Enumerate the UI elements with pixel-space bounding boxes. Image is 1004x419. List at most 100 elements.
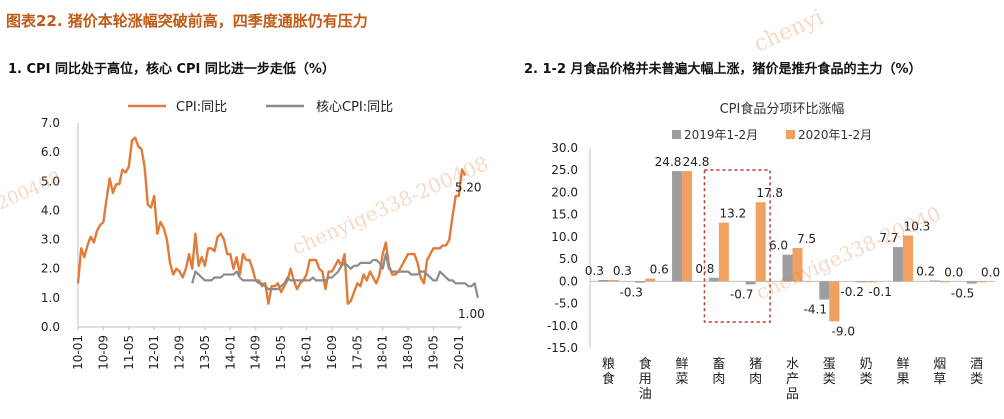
category-label-char: 类: [970, 372, 983, 387]
category-label-char: 畜: [712, 356, 725, 372]
bar: [829, 281, 840, 322]
legend-swatch: [672, 130, 681, 139]
category-label-char: 类: [823, 372, 836, 387]
watermark-text: chenyige338-200408: [288, 151, 492, 259]
x-tick-label: 14-01: [223, 335, 237, 370]
x-tick-label: 14-09: [249, 335, 263, 370]
left-chart-subtitle: 1. CPI 同比处于高位，核心 CPI 同比进一步走低（%）: [8, 62, 335, 77]
category-label-char: 果: [896, 372, 909, 387]
category-label-char: 菜: [676, 372, 689, 387]
bar: [892, 247, 903, 282]
category-label-char: 鲜: [896, 357, 909, 372]
bar: [976, 281, 987, 283]
bar: [608, 280, 619, 282]
data-label: 0.2: [916, 264, 935, 278]
bar: [755, 202, 766, 282]
bar: [745, 281, 756, 285]
x-tick-label: 18-09: [401, 335, 415, 370]
y-tick-label: 4.0: [41, 203, 60, 217]
data-label: 0.6: [650, 263, 669, 277]
y-tick-label: 5.0: [41, 174, 60, 188]
data-label: 13.2: [720, 207, 747, 221]
bar: [682, 171, 693, 282]
y-tick-label: 2.0: [41, 262, 60, 276]
data-label: 0.0: [944, 265, 963, 279]
data-label: 0.0: [981, 265, 1000, 279]
category-label-char: 猪: [749, 357, 762, 372]
y-tick-label: 15.0: [551, 208, 578, 222]
legend-label: 2019年1-2月: [684, 128, 758, 142]
cpi-series-line: [76, 136, 467, 305]
category-label-char: 粮: [602, 357, 615, 372]
x-tick-label: 16-01: [299, 335, 313, 370]
y-tick-label: 3.0: [41, 233, 60, 247]
bar: [598, 280, 609, 282]
bar: [645, 278, 656, 282]
y-tick-label: -10.0: [547, 319, 578, 333]
data-label: 10.3: [904, 220, 931, 234]
category-label-char: 烟: [933, 357, 946, 372]
y-tick-label: 6.0: [41, 145, 60, 159]
data-label: 7.5: [797, 232, 816, 246]
y-tick-label: 0.0: [41, 320, 60, 334]
bar: [782, 254, 793, 282]
data-label: -0.5: [951, 287, 974, 301]
category-label-char: 蛋: [823, 357, 836, 372]
bar: [792, 248, 803, 282]
category-label-char: 肉: [749, 372, 762, 387]
figure-title: 图表22. 猪价本轮涨幅突破前高，四季度通胀仍有压力: [6, 12, 368, 30]
y-tick-label: -15.0: [547, 341, 578, 355]
legend-swatch: [786, 130, 795, 139]
x-tick-label: 19-05: [426, 335, 440, 370]
data-label: -0.7: [730, 287, 753, 301]
y-tick-label: 30.0: [551, 141, 578, 155]
legend-label: 核心CPI:同比: [316, 100, 393, 115]
data-label: 5.20: [455, 180, 482, 194]
category-label-char: 鲜: [676, 357, 689, 372]
bar: [708, 277, 719, 282]
x-tick-label: 13-05: [198, 335, 212, 370]
category-label-char: 品: [786, 387, 799, 402]
category-label-char: 食: [639, 356, 652, 372]
category-label-char: 水: [786, 357, 799, 372]
data-label: -0.1: [868, 285, 891, 299]
data-label: 24.8: [655, 155, 682, 169]
bar: [819, 281, 830, 300]
category-label-char: 产: [786, 372, 799, 387]
bar: [902, 235, 913, 282]
core-cpi-series-line: [191, 253, 479, 299]
x-tick-label: 16-09: [325, 335, 339, 370]
data-label: 17.8: [756, 186, 783, 200]
y-tick-label: -5.0: [555, 297, 578, 311]
y-tick-label: 5.0: [559, 252, 578, 266]
data-label: -0.3: [620, 286, 643, 300]
x-tick-label: 20-01: [452, 335, 466, 370]
category-label-char: 油: [639, 387, 652, 402]
data-label: 24.8: [683, 155, 710, 169]
category-label-char: 类: [860, 372, 873, 387]
x-tick-label: 18-01: [376, 335, 390, 370]
right-chart-subtitle: 2. 1-2 月食品价格并未普遍大幅上涨，猪价是推升食品的主力（%）: [524, 62, 922, 77]
bar-chart-title: CPI食品分项环比涨幅: [720, 101, 845, 117]
data-label: 0.3: [613, 264, 632, 278]
y-tick-label: 1.0: [41, 291, 60, 305]
x-tick-label: 17-05: [350, 335, 364, 370]
bar: [856, 281, 867, 283]
bar: [672, 171, 683, 282]
data-label: -0.2: [840, 285, 863, 299]
bar: [939, 281, 950, 283]
y-tick-label: 10.0: [551, 230, 578, 244]
category-label-char: 用: [639, 372, 652, 387]
highlight-box: [703, 169, 771, 323]
x-tick-label: 11-05: [122, 335, 136, 370]
x-tick-label: 12-09: [173, 335, 187, 370]
x-tick-label: 15-05: [274, 335, 288, 370]
food-bar-chart: CPI食品分项环比涨幅 2019年1-2月 2020年1-2月 -15.0 -10.0 -…: [547, 101, 1000, 402]
category-label-char: 酒: [970, 357, 983, 372]
y-tick-label: 7.0: [41, 116, 60, 130]
data-label: 1.00: [458, 307, 485, 321]
data-label: 6.0: [769, 239, 788, 253]
category-label-char: 奶: [860, 357, 873, 372]
bar: [635, 281, 646, 283]
